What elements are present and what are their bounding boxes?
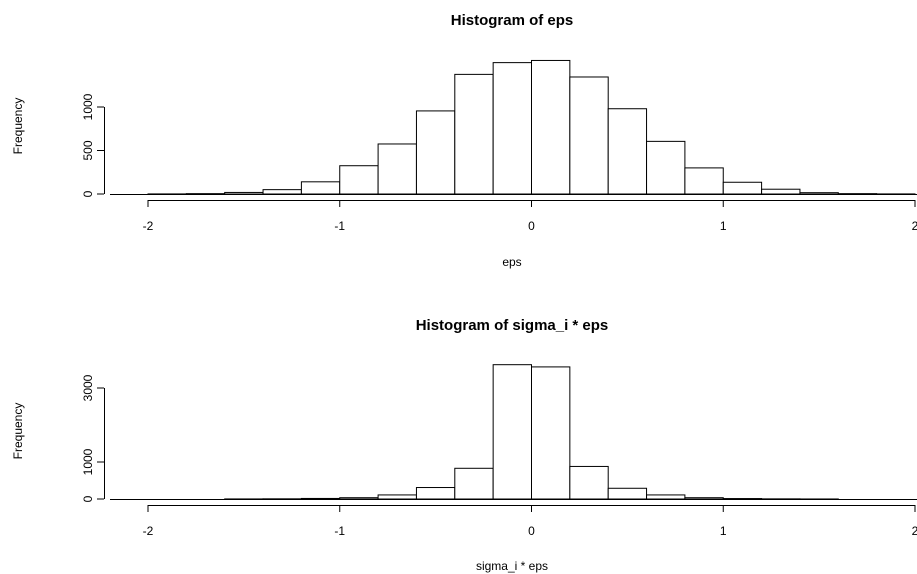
bars: [110, 364, 917, 500]
bars: [110, 59, 917, 195]
y-tick-label: 1000: [81, 448, 95, 475]
x-tick-label: 0: [528, 524, 535, 538]
histogram-panel-sigma-eps: Histogram of sigma_i * eps sigma_i * eps…: [11, 317, 917, 573]
histogram-bar: [607, 487, 648, 500]
histogram-bar: [761, 188, 801, 195]
histogram-bar: [799, 192, 839, 195]
y-tick-label: 500: [81, 140, 95, 160]
histogram-bar: [531, 59, 571, 195]
histogram-bar: [569, 76, 609, 195]
y-axis-label: Frequency: [11, 98, 25, 155]
y-axis: 0 500 1000: [81, 93, 105, 197]
histogram-bar: [262, 189, 302, 195]
histogram-bar: [339, 497, 379, 500]
chart-title: Histogram of eps: [451, 12, 574, 29]
y-axis-label: Frequency: [11, 403, 25, 460]
x-tick-label: -2: [143, 524, 154, 538]
histogram-bar: [684, 497, 724, 500]
x-tick-label: 2: [912, 219, 917, 233]
histogram-bar: [492, 364, 532, 500]
x-tick-label: -1: [334, 524, 345, 538]
x-axis-label: eps: [502, 255, 521, 269]
chart-title: Histogram of sigma_i * eps: [416, 317, 609, 334]
histogram-bar: [300, 497, 341, 500]
histogram-bar: [415, 110, 456, 195]
histogram-bar: [722, 181, 763, 195]
x-tick-label: -1: [334, 219, 345, 233]
x-axis-label: sigma_i * eps: [476, 559, 548, 573]
histogram-bar: [646, 494, 686, 500]
histogram-bar: [492, 62, 532, 195]
histogram-panel-eps: Histogram of eps eps Frequency -2 -1 0 1 2 0…: [11, 12, 917, 269]
histogram-bar: [377, 494, 417, 500]
y-tick-label: 3000: [81, 374, 95, 401]
x-tick-label: 1: [720, 219, 727, 233]
histogram-bar: [377, 143, 417, 195]
y-axis: 0 1000 3000: [81, 374, 105, 502]
histogram-bar: [569, 465, 609, 500]
histogram-bar: [646, 140, 686, 195]
x-tick-label: 2: [912, 524, 917, 538]
histogram-bar: [415, 487, 456, 500]
x-tick-label: -2: [143, 219, 154, 233]
histogram-bar: [339, 165, 379, 195]
y-tick-label: 0: [81, 495, 95, 502]
x-tick-label: 0: [528, 219, 535, 233]
histogram-bar: [454, 467, 494, 500]
histogram-bar: [531, 366, 571, 500]
histogram-bar: [684, 167, 724, 195]
histogram-bar: [224, 191, 264, 195]
histogram-bar: [607, 108, 648, 195]
x-tick-label: 1: [720, 524, 727, 538]
y-tick-label: 1000: [81, 93, 95, 120]
x-axis: -2 -1 0 1 2: [143, 505, 917, 538]
histogram-bar: [454, 73, 494, 195]
histogram-bar: [300, 181, 341, 195]
y-tick-label: 0: [81, 190, 95, 197]
x-axis: -2 -1 0 1 2: [143, 200, 917, 233]
